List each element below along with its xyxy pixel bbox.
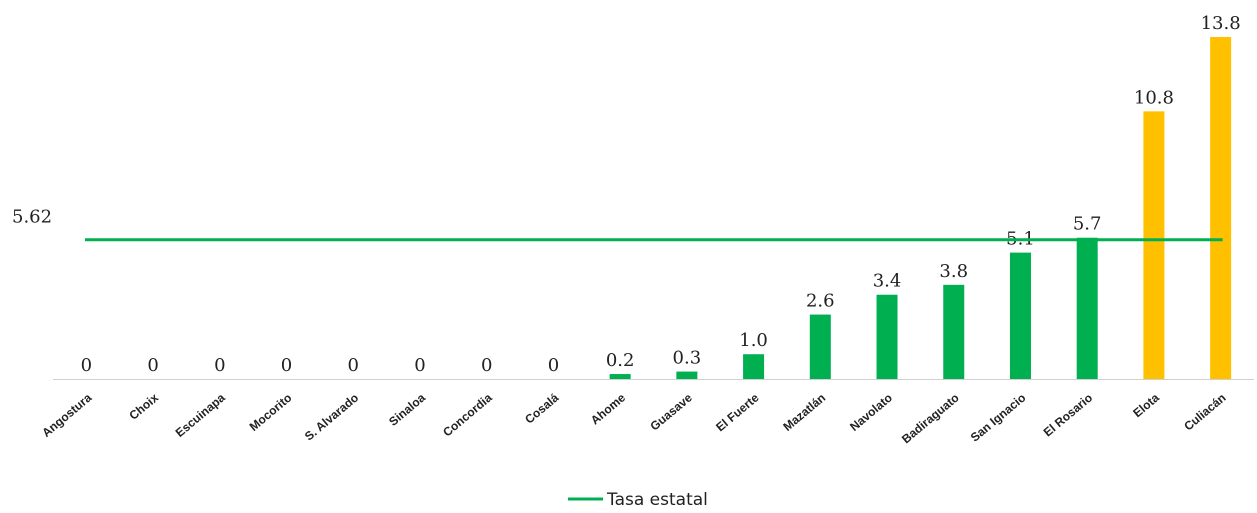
category-label-navolato: Navolato <box>847 391 895 434</box>
value-label-elota: 10.8 <box>1134 87 1174 108</box>
bar-san-ignacio <box>1009 252 1031 379</box>
value-labels-group: 0 0 0 0 0 0 0 0 0.2 0.31.02.63.4 3.85.15.710.813.8 <box>81 13 1241 376</box>
category-label-mazatl-n: Mazatlán <box>780 391 828 434</box>
category-label-el-rosario: El Rosario <box>1041 391 1095 440</box>
value-label-navolato: 3.4 <box>873 271 902 292</box>
category-label-concordia: Concordia <box>440 390 495 439</box>
bar-badiraguato <box>943 284 965 379</box>
value-label-cosal-: 0 <box>548 355 559 376</box>
value-label-angostura: 0 <box>81 355 92 376</box>
legend: Tasa estatal <box>568 490 708 510</box>
bar-navolato <box>876 294 898 379</box>
category-label-san-ignacio: San Ignacio <box>968 391 1029 445</box>
value-label-badiraguato: 3.8 <box>939 261 968 282</box>
reference-line-label: 5.62 <box>12 207 52 228</box>
value-label-culiac-n: 13.8 <box>1201 13 1241 34</box>
bar-ahome <box>609 374 631 379</box>
category-label-cosal-: Cosalá <box>522 390 561 426</box>
category-label-el-fuerte: El Fuerte <box>713 390 762 434</box>
category-label-mocorito: Mocorito <box>247 391 295 434</box>
legend-label-tasa-estatal: Tasa estatal <box>606 490 708 510</box>
value-label-escuinapa: 0 <box>214 355 225 376</box>
category-label-guasave: Guasave <box>647 390 695 433</box>
bar-el-fuerte <box>743 354 765 379</box>
value-label-sinaloa: 0 <box>414 355 425 376</box>
bars-group <box>609 37 1232 379</box>
category-label-badiraguato: Badiraguato <box>899 391 962 447</box>
category-label-elota: Elota <box>1130 390 1162 420</box>
category-label-s-alvarado: S. Alvarado <box>302 391 361 444</box>
category-label-ahome: Ahome <box>588 390 628 427</box>
category-label-angostura: Angostura <box>39 390 94 440</box>
value-label-s-alvarado: 0 <box>348 355 359 376</box>
value-label-ahome: 0.2 <box>606 350 635 371</box>
bar-el-rosario <box>1076 237 1098 379</box>
bar-guasave <box>676 371 698 379</box>
bar-culiac-n <box>1210 37 1232 379</box>
bar-elota <box>1143 111 1165 379</box>
value-label-el-fuerte: 1.0 <box>739 330 768 351</box>
bar-mazatl-n <box>809 314 831 379</box>
value-label-mazatl-n: 2.6 <box>806 291 835 312</box>
value-label-el-rosario: 5.7 <box>1073 214 1102 235</box>
value-label-mocorito: 0 <box>281 355 292 376</box>
category-label-choix: Choix <box>126 390 161 422</box>
value-label-concordia: 0 <box>481 355 492 376</box>
category-label-culiac-n: Culiacán <box>1181 391 1228 434</box>
category-label-sinaloa: Sinaloa <box>386 390 428 428</box>
value-label-choix: 0 <box>147 355 158 376</box>
category-labels-group: Angostura Choix Escuinapa Mocorito S. Alvara… <box>39 390 1228 446</box>
category-label-escuinapa: Escuinapa <box>173 390 228 440</box>
value-label-guasave: 0.3 <box>673 348 702 369</box>
